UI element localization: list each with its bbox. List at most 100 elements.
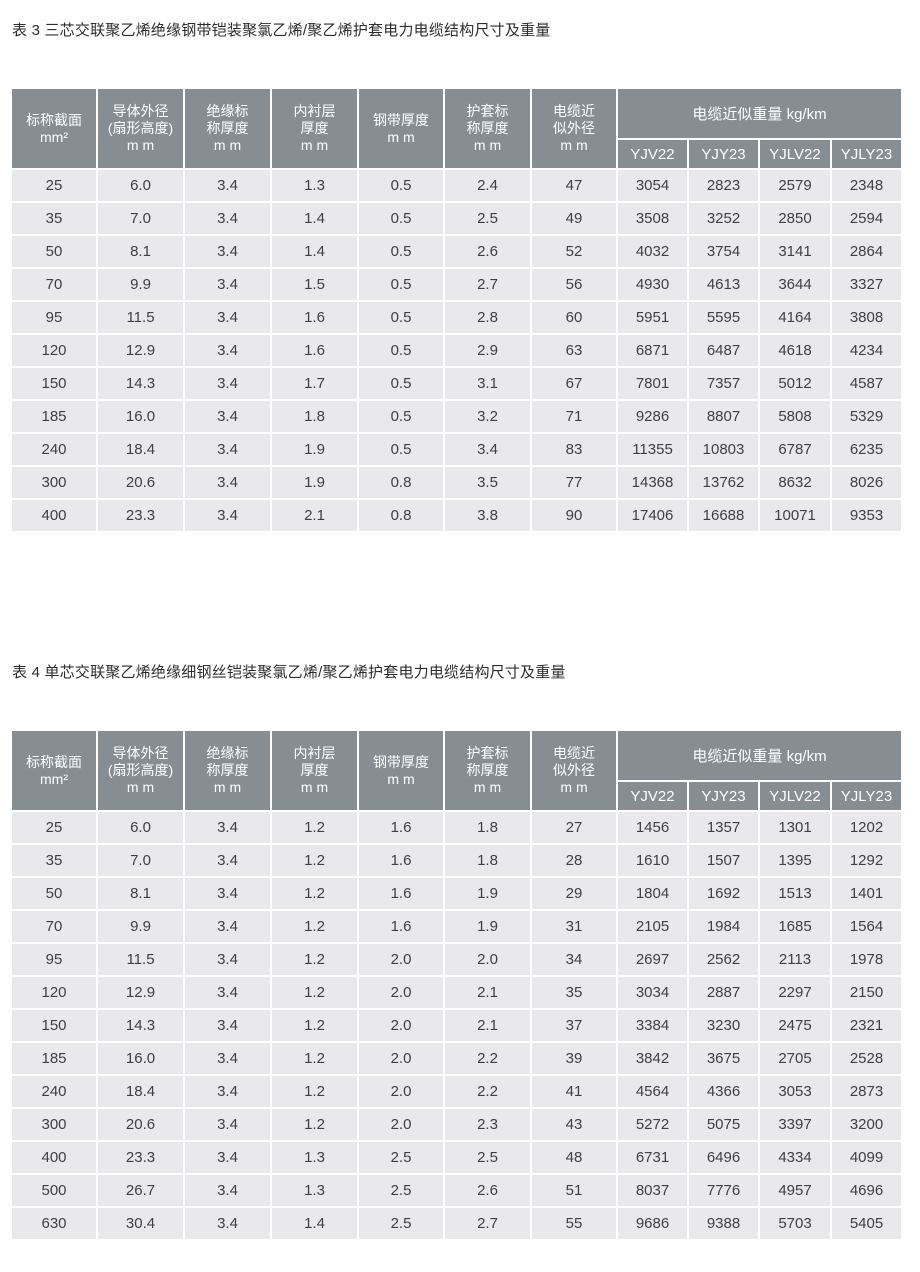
table-cell: 2.5 bbox=[359, 1175, 443, 1206]
table-cell: 7357 bbox=[689, 368, 758, 399]
table3-body: 25 6.0 3.4 1.3 0.5 2.4 47 3054 2823 2579 2348 35 7.0… bbox=[12, 170, 901, 531]
table3-title: 表 3 三芯交联聚乙烯绝缘钢带铠装聚氯乙烯/聚乙烯护套电力电缆结构尺寸及重量 bbox=[12, 22, 551, 39]
table-cell: 23.3 bbox=[98, 1142, 183, 1173]
table-cell: 7776 bbox=[689, 1175, 758, 1206]
table-cell: 1.6 bbox=[359, 812, 443, 843]
table4-cable-specs: 标称截面 mm² 导体外径 (扇形高度) m m 绝缘标 称厚度 m m 内衬层… bbox=[10, 729, 903, 1241]
table-cell: 1.9 bbox=[445, 911, 530, 942]
table-cell: 4099 bbox=[832, 1142, 901, 1173]
table-row: 300 20.6 3.4 1.9 0.8 3.5 77 14368 13762 8632 8026 bbox=[12, 467, 901, 498]
table-cell: 300 bbox=[12, 1109, 96, 1140]
table-cell: 3.4 bbox=[185, 1076, 270, 1107]
table-cell: 1.9 bbox=[445, 878, 530, 909]
table-cell: 150 bbox=[12, 368, 96, 399]
table-cell: 9286 bbox=[618, 401, 687, 432]
table-cell: 3327 bbox=[832, 269, 901, 300]
table-cell: 1.2 bbox=[272, 911, 357, 942]
table-cell: 3644 bbox=[760, 269, 830, 300]
table-cell: 6731 bbox=[618, 1142, 687, 1173]
table-row: 35 7.0 3.4 1.2 1.6 1.8 28 1610 1507 1395 1292 bbox=[12, 845, 901, 876]
table-cell: 3.4 bbox=[185, 170, 270, 201]
table-cell: 4696 bbox=[832, 1175, 901, 1206]
table-cell: 1.8 bbox=[445, 812, 530, 843]
table-cell: 2.1 bbox=[445, 1010, 530, 1041]
table-cell: 1456 bbox=[618, 812, 687, 843]
table-cell: 2.7 bbox=[445, 1208, 530, 1239]
table-cell: 10071 bbox=[760, 500, 830, 531]
table-cell: 83 bbox=[532, 434, 616, 465]
table-cell: 1564 bbox=[832, 911, 901, 942]
table-cell: 1685 bbox=[760, 911, 830, 942]
table-cell: 3754 bbox=[689, 236, 758, 267]
table-cell: 1507 bbox=[689, 845, 758, 876]
table-cell: 4334 bbox=[760, 1142, 830, 1173]
table-cell: 1.6 bbox=[359, 911, 443, 942]
table-row: 150 14.3 3.4 1.7 0.5 3.1 67 7801 7357 5012 4587 bbox=[12, 368, 901, 399]
table-cell: 6235 bbox=[832, 434, 901, 465]
table-cell: 0.5 bbox=[359, 302, 443, 333]
table-cell: 1.8 bbox=[272, 401, 357, 432]
table-cell: 150 bbox=[12, 1010, 96, 1041]
table-cell: 400 bbox=[12, 500, 96, 531]
table-row: 400 23.3 3.4 1.3 2.5 2.5 48 6731 6496 4334 4099 bbox=[12, 1142, 901, 1173]
table-cell: 1.5 bbox=[272, 269, 357, 300]
table-cell: 8632 bbox=[760, 467, 830, 498]
table-cell: 14.3 bbox=[98, 1010, 183, 1041]
table-cell: 1978 bbox=[832, 944, 901, 975]
table-cell: 4613 bbox=[689, 269, 758, 300]
table-cell: 11.5 bbox=[98, 944, 183, 975]
table-cell: 90 bbox=[532, 500, 616, 531]
table-cell: 2864 bbox=[832, 236, 901, 267]
table-row: 240 18.4 3.4 1.2 2.0 2.2 41 4564 4366 3053 2873 bbox=[12, 1076, 901, 1107]
table-cell: 25 bbox=[12, 170, 96, 201]
col-header-yjlv22: YJLV22 bbox=[760, 782, 830, 810]
table-cell: 5075 bbox=[689, 1109, 758, 1140]
table-cell: 52 bbox=[532, 236, 616, 267]
weight-group-header: 电缆近似重量 kg/km bbox=[618, 731, 901, 780]
table-row: 185 16.0 3.4 1.2 2.0 2.2 39 3842 3675 2705 2528 bbox=[12, 1043, 901, 1074]
table-cell: 2579 bbox=[760, 170, 830, 201]
page-content: 表 3 三芯交联聚乙烯绝缘钢带铠装聚氯乙烯/聚乙烯护套电力电缆结构尺寸及重量 标… bbox=[10, 22, 903, 1241]
table-row: 25 6.0 3.4 1.3 0.5 2.4 47 3054 2823 2579 2348 bbox=[12, 170, 901, 201]
table-cell: 2150 bbox=[832, 977, 901, 1008]
table-cell: 2705 bbox=[760, 1043, 830, 1074]
table-cell: 5329 bbox=[832, 401, 901, 432]
table-cell: 95 bbox=[12, 302, 96, 333]
table-cell: 2.0 bbox=[359, 1109, 443, 1140]
table-cell: 3.8 bbox=[445, 500, 530, 531]
table-cell: 185 bbox=[12, 1043, 96, 1074]
table-cell: 2321 bbox=[832, 1010, 901, 1041]
table-cell: 60 bbox=[532, 302, 616, 333]
table-row: 120 12.9 3.4 1.6 0.5 2.9 63 6871 6487 4618 4234 bbox=[12, 335, 901, 366]
table-cell: 1357 bbox=[689, 812, 758, 843]
table-cell: 41 bbox=[532, 1076, 616, 1107]
table-cell: 3.4 bbox=[185, 236, 270, 267]
col-header-approx-od: 电缆近 似外径 m m bbox=[532, 731, 616, 810]
col-header-yjy23: YJY23 bbox=[689, 140, 758, 168]
table-cell: 67 bbox=[532, 368, 616, 399]
table4-body: 25 6.0 3.4 1.2 1.6 1.8 27 1456 1357 1301 1202 35 7.0… bbox=[12, 812, 901, 1239]
table-cell: 3.4 bbox=[185, 335, 270, 366]
table-row: 50 8.1 3.4 1.4 0.5 2.6 52 4032 3754 3141 2864 bbox=[12, 236, 901, 267]
table-cell: 0.5 bbox=[359, 335, 443, 366]
table-cell: 0.5 bbox=[359, 170, 443, 201]
table-cell: 3034 bbox=[618, 977, 687, 1008]
table-cell: 3200 bbox=[832, 1109, 901, 1140]
table-cell: 28 bbox=[532, 845, 616, 876]
table-cell: 3675 bbox=[689, 1043, 758, 1074]
table-cell: 1.4 bbox=[272, 236, 357, 267]
table-cell: 1401 bbox=[832, 878, 901, 909]
col-header-yjv22: YJV22 bbox=[618, 140, 687, 168]
table-cell: 3.4 bbox=[185, 977, 270, 1008]
table-cell: 14368 bbox=[618, 467, 687, 498]
table-cell: 3.4 bbox=[185, 911, 270, 942]
table-cell: 3.1 bbox=[445, 368, 530, 399]
table-cell: 1.6 bbox=[359, 845, 443, 876]
table-cell: 1.4 bbox=[272, 1208, 357, 1239]
table-cell: 3230 bbox=[689, 1010, 758, 1041]
col-header-yjly23: YJLY23 bbox=[832, 782, 901, 810]
table-header-row: 标称截面 mm² 导体外径 (扇形高度) m m 绝缘标 称厚度 m m 内衬层… bbox=[12, 731, 901, 810]
table-cell: 70 bbox=[12, 911, 96, 942]
table3-cable-specs: 标称截面 mm² 导体外径 (扇形高度) m m 绝缘标 称厚度 m m 内衬层… bbox=[10, 87, 903, 533]
table-cell: 3.4 bbox=[185, 1142, 270, 1173]
